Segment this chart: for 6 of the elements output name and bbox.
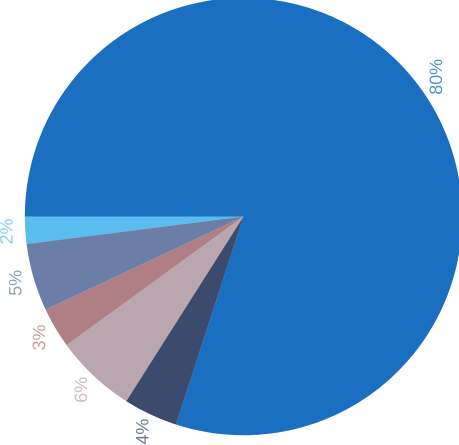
data-label: 4%	[136, 420, 149, 444]
data-label: 6%	[74, 378, 88, 402]
data-label: 80%	[429, 60, 442, 94]
data-label: 2%	[0, 219, 13, 244]
data-label: 5%	[8, 270, 22, 296]
data-label: 3%	[32, 325, 46, 350]
